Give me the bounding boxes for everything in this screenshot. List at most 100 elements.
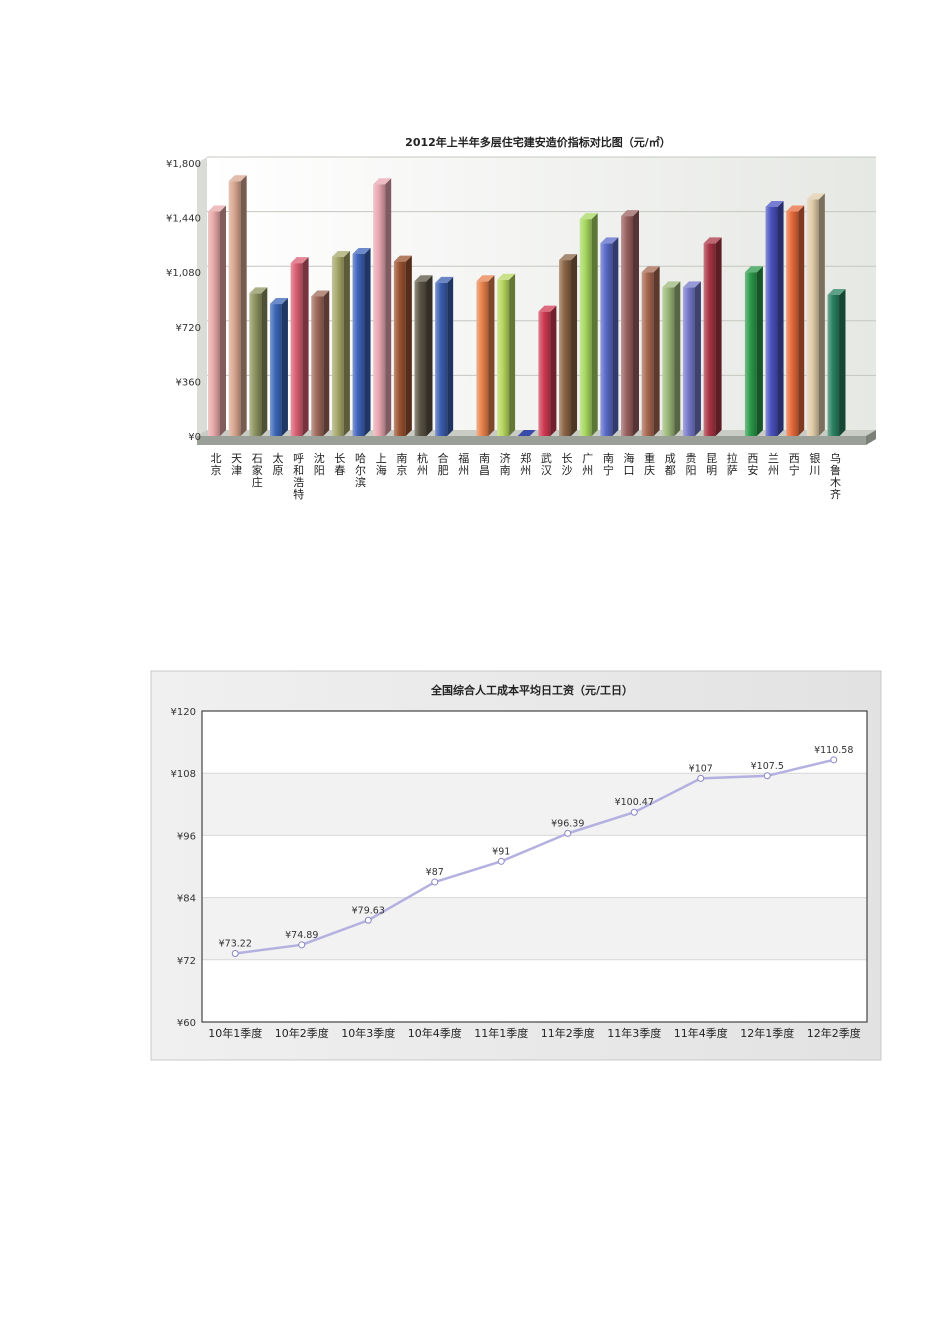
x-category-label: 州 [768,464,779,477]
x-category-label: 哈 [355,452,366,465]
data-point [231,949,239,957]
bar [786,205,805,436]
x-category-label: 汉 [541,464,552,477]
bar [290,257,309,436]
bar [621,210,639,436]
x-category-label: 宁 [789,463,800,477]
bar [331,251,350,436]
y-tick-label: ¥360 [176,377,201,388]
bar [249,287,268,436]
data-point [497,857,505,865]
x-category-label: 太 [272,452,283,465]
x-category-label: 南 [479,452,490,465]
x-category-label: 鲁 [830,463,841,477]
x-category-label: 11年4季度 [674,1026,728,1040]
x-category-label: 10年4季度 [408,1026,462,1040]
bar [497,273,516,436]
x-category-label: 宁 [603,463,614,477]
bar-chart-floor-front [197,436,866,445]
bar [600,237,619,436]
y-tick-label: ¥1,440 [166,214,201,225]
x-category-label: 济 [500,451,511,465]
bar-chart-title: 2012年上半年多层住宅建安造价指标对比图（元/㎡） [405,135,671,149]
x-category-label: 10年2季度 [275,1026,329,1040]
x-category-label: 原 [272,464,283,477]
x-category-label: 家 [252,463,263,477]
data-point [298,941,306,949]
x-category-label: 西 [789,452,800,465]
x-category-label: 尔 [355,464,366,477]
x-category-label: 昆 [706,452,717,465]
y-tick-label: ¥84 [177,894,196,905]
x-category-label: 口 [624,464,635,477]
bar [352,248,371,436]
x-category-label: 都 [665,464,676,477]
bar [682,281,701,436]
x-category-label: 庆 [644,463,655,477]
line-chart-title: 全国综合人工成本平均日工资（元/工日） [430,683,633,697]
x-category-label: 郑 [520,451,531,465]
bar [208,205,226,436]
data-label: ¥91 [492,846,510,857]
data-label: ¥100.47 [615,797,654,808]
x-category-label: 11年3季度 [607,1026,661,1040]
x-category-label: 州 [417,464,428,477]
x-category-label: 海 [376,463,387,477]
y-tick-label: ¥72 [177,956,196,967]
x-category-label: 州 [520,464,531,477]
bar [476,275,495,436]
bar [393,255,412,436]
x-category-label: 长 [562,452,573,465]
x-category-label: 庄 [252,475,263,489]
x-category-label: 滨 [355,475,366,489]
bar [641,266,660,436]
x-category-label: 特 [293,487,304,501]
y-tick-label: ¥1,800 [166,159,201,170]
data-label: ¥107.5 [751,761,784,772]
bar [228,175,247,436]
x-category-label: 萨 [727,464,738,477]
x-category-label: 天 [231,452,242,465]
line-chart-series: ¥73.22 ¥74.89 ¥79.63 ¥87 ¥91 ¥96.39 ¥100.47 ¥10… [219,745,853,957]
data-label: ¥79.63 [352,905,385,916]
x-category-label: 津 [231,464,242,477]
x-category-label: 和 [293,464,304,477]
x-category-label: 川 [809,464,820,477]
x-category-label: 春 [334,464,345,477]
data-label: ¥73.22 [219,938,252,949]
line-chart-plot-border [201,710,868,1023]
x-category-label: 11年1季度 [474,1026,528,1040]
x-category-label: 南 [603,452,614,465]
data-point [564,829,572,837]
x-category-label: 12年2季度 [807,1026,861,1040]
data-label: ¥96.39 [551,818,584,829]
x-category-label: 长 [334,452,345,465]
line-chart-y-axis: ¥60 ¥72 ¥84 ¥96 ¥108 ¥120 [171,707,196,1029]
x-category-label: 京 [211,463,222,477]
band [202,897,867,960]
x-category-label: 浩 [293,476,304,489]
data-label: ¥107 [689,763,713,774]
y-tick-label: ¥1,080 [166,268,201,279]
bar-chart-bars [208,175,846,436]
x-category-label: 广 [582,452,593,465]
x-category-label: 兰 [768,452,779,465]
x-category-label: 齐 [830,487,841,501]
bar [538,305,557,436]
band [202,835,867,898]
x-category-label: 木 [830,476,841,489]
y-tick-label: ¥60 [177,1018,196,1029]
bar [559,254,578,436]
bar [435,276,454,436]
bar [269,298,288,436]
x-category-label: 京 [396,463,407,477]
x-category-label: 上 [376,452,387,465]
x-category-label: 武 [541,452,552,465]
band [202,959,867,1022]
x-category-label: 沙 [562,464,573,477]
data-point [697,774,705,782]
bar [517,430,536,436]
data-label: ¥110.58 [814,745,853,756]
data-point [431,878,439,886]
y-tick-label: ¥108 [171,769,196,780]
